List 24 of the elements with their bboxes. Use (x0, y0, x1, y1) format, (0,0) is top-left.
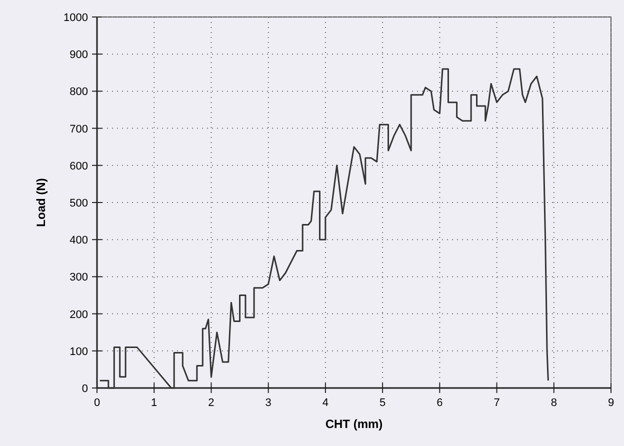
y-tick-label: 800 (70, 86, 88, 98)
x-tick-label: 1 (151, 397, 158, 409)
y-tick-label: 700 (70, 123, 88, 136)
y-tick-label: 600 (70, 160, 88, 172)
y-tick-label: 500 (70, 198, 88, 210)
x-tick-label: 4 (322, 397, 329, 409)
line-series (99, 68, 549, 389)
x-tick-label: 3 (265, 397, 272, 409)
y-tick-label: 900 (70, 49, 88, 62)
x-tick-label: 0 (94, 397, 100, 409)
y-tick-label: 100 (70, 346, 88, 358)
y-tick-label: 200 (70, 308, 88, 321)
y-tick-label: 400 (70, 234, 88, 247)
x-tick-label: 8 (550, 397, 557, 409)
y-tick-label: 1000 (64, 12, 88, 24)
x-axis-title: CHT (mm) (325, 417, 383, 431)
x-tick-label: 5 (379, 397, 386, 409)
y-axis-title: Load (N) (34, 178, 48, 227)
y-tick-label: 300 (70, 272, 88, 284)
x-tick-label: 2 (208, 397, 214, 409)
x-tick-label: 7 (494, 397, 500, 409)
x-tick-label: 6 (436, 397, 443, 409)
x-tick-label: 9 (608, 397, 614, 409)
y-tick-label: 0 (82, 383, 88, 395)
